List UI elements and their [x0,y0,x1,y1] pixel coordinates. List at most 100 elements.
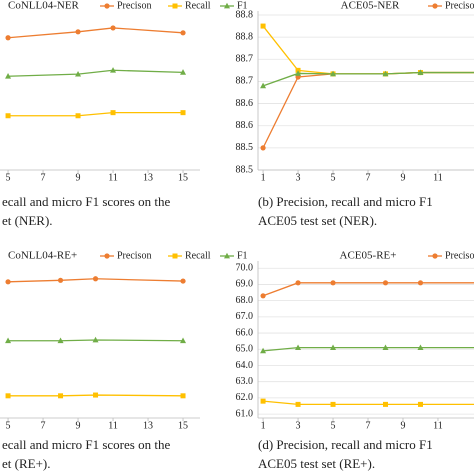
marker [295,280,301,286]
marker [5,113,11,119]
marker [330,401,336,407]
series-line [262,71,474,149]
marker [75,29,81,35]
x-tick-label: 5 [331,420,336,431]
x-tick-label: 3 [296,420,301,431]
x-tick-label: 11 [433,420,443,431]
marker [5,279,11,285]
series-line [263,400,474,406]
caption: ecall and micro F1 scores on the [2,194,170,209]
legend-label: Precison [117,0,151,11]
y-tick-label: 64.0 [236,360,254,371]
marker [180,393,186,399]
marker [58,393,64,399]
marker [260,398,266,404]
series-line [8,339,184,342]
marker [92,276,99,282]
x-tick-label: 7 [366,420,371,431]
marker [180,30,186,36]
y-tick-label: 69.0 [236,279,254,290]
x-tick-label: 11 [108,172,118,183]
marker [260,293,266,299]
marker [75,113,81,119]
chart-title: CoNLL04-RE+ [8,250,77,262]
x-tick-label: 9 [400,172,405,183]
x-tick-label: 11 [433,172,443,183]
y-tick-label: 61.0 [236,408,254,419]
marker [260,145,266,151]
y-tick-label: 88.6 [236,98,254,109]
marker [5,337,12,344]
y-tick-label: 88.6 [236,120,254,131]
x-tick-label: 7 [41,172,46,183]
marker [432,253,438,259]
x-tick-label: 7 [366,172,371,183]
legend-label: Precison [445,250,474,261]
y-tick-label: 88.5 [236,142,254,153]
x-tick-label: 7 [41,420,46,431]
marker [75,70,82,77]
y-tick-label: 88.8 [236,31,254,42]
marker [432,3,438,9]
marker [330,280,336,286]
x-tick-label: 1 [261,420,266,431]
marker [417,69,424,75]
marker [383,401,389,407]
marker [92,336,99,343]
series-line [262,71,474,87]
caption: ACE05 test set (RE+). [258,456,375,471]
x-tick-label: 5 [331,172,336,183]
series-line [262,282,474,297]
x-tick-label: 5 [6,172,11,183]
marker [224,252,230,259]
legend-label: Precison [117,250,151,261]
marker [110,25,116,31]
marker [224,2,230,9]
series-line [263,347,474,352]
x-tick-label: 9 [76,172,81,183]
y-tick-label: 70.0 [236,263,254,274]
chart-title: ACE05-NER [341,0,400,12]
marker [5,393,11,399]
y-tick-label: 62.0 [236,392,254,403]
legend-label: Recall [185,250,211,261]
marker [260,82,267,89]
chart-title: CoNLL04-NER [8,0,80,12]
x-tick-label: 13 [143,420,153,431]
marker [5,35,11,41]
marker [5,73,12,79]
marker [417,344,424,351]
marker [104,3,110,9]
chart-title: ACE05-RE+ [340,250,397,262]
series-line [8,278,184,283]
series-line [7,27,184,39]
marker [180,337,187,344]
caption: (b) Precision, recall and micro F1 [258,194,433,209]
marker [260,347,267,354]
marker [295,344,302,351]
y-tick-label: 63.0 [236,376,254,387]
marker [93,392,99,398]
legend-label: Recall [185,0,211,11]
marker [180,278,186,284]
x-tick-label: 11 [108,420,118,431]
y-tick-label: 65.0 [236,344,254,355]
y-tick-label: 68.0 [236,295,254,306]
y-tick-label: 88.8 [236,9,254,20]
marker [57,277,64,283]
caption: ecall and micro F1 scores on the [2,437,170,452]
x-tick-label: 3 [296,172,301,183]
y-tick-label: 88.5 [236,164,254,175]
marker [417,280,424,286]
y-tick-label: 88.7 [236,54,254,65]
marker [57,337,64,344]
legend-label: Precison [445,0,474,11]
y-tick-label: 88.7 [236,76,254,87]
marker [180,110,186,116]
x-tick-label: 1 [261,172,266,183]
series-line [8,394,184,397]
series-line [8,69,184,77]
marker [110,67,117,73]
